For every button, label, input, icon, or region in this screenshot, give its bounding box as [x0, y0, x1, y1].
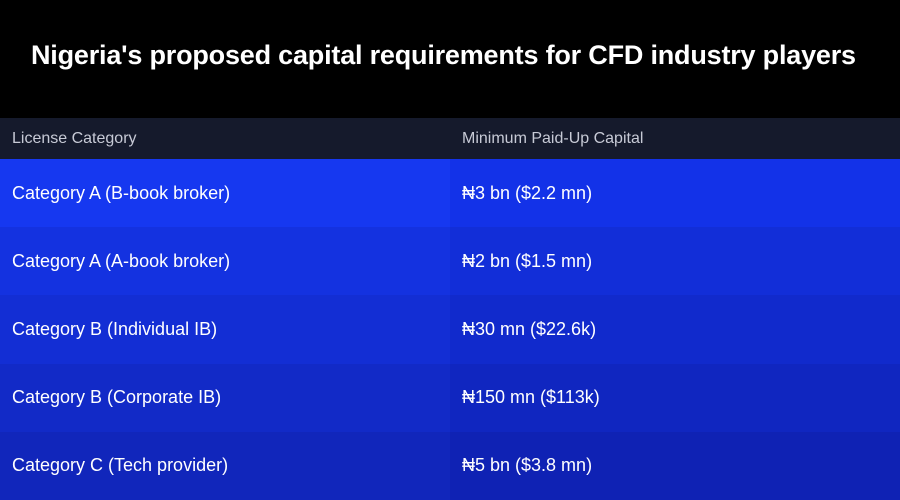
minimum-capital-cell: ₦30 mn ($22.6k) — [450, 295, 900, 364]
table-row: Category B (Corporate IB) ₦150 mn ($113k… — [0, 363, 900, 432]
page-title: Nigeria's proposed capital requirements … — [31, 40, 856, 70]
minimum-capital-cell: ₦150 mn ($113k) — [450, 363, 900, 432]
license-category-cell: Category A (A-book broker) — [0, 227, 450, 296]
minimum-capital-cell: ₦3 bn ($2.2 mn) — [450, 159, 900, 228]
table-row: Category B (Individual IB) ₦30 mn ($22.6… — [0, 295, 900, 364]
header-minimum-capital: Minimum Paid-Up Capital — [462, 129, 644, 147]
license-category-cell: Category B (Individual IB) — [0, 295, 450, 364]
capital-requirements-table: License Category Minimum Paid-Up Capital… — [0, 118, 900, 500]
table-row: Category A (B-book broker) ₦3 bn ($2.2 m… — [0, 159, 900, 228]
minimum-capital-cell: ₦5 bn ($3.8 mn) — [450, 431, 900, 500]
table-body: Category A (B-book broker) ₦3 bn ($2.2 m… — [0, 159, 900, 500]
license-category-cell: Category B (Corporate IB) — [0, 363, 450, 432]
header-license-category: License Category — [12, 129, 137, 147]
table-row: Category A (A-book broker) ₦2 bn ($1.5 m… — [0, 227, 900, 296]
table-header-row: License Category Minimum Paid-Up Capital — [0, 118, 900, 159]
license-category-cell: Category A (B-book broker) — [0, 159, 450, 228]
table-row: Category C (Tech provider) ₦5 bn ($3.8 m… — [0, 431, 900, 500]
minimum-capital-cell: ₦2 bn ($1.5 mn) — [450, 227, 900, 296]
license-category-cell: Category C (Tech provider) — [0, 431, 450, 500]
